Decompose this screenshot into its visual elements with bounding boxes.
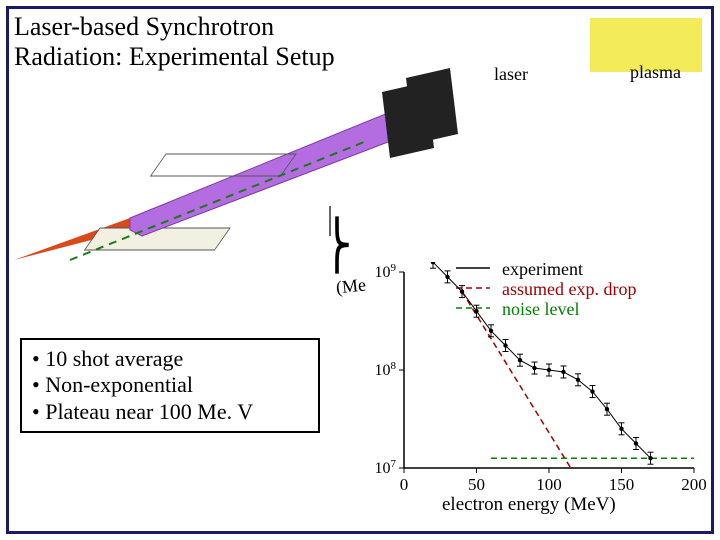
chart-legend: experiment assumed exp. drop noise level bbox=[502, 260, 636, 319]
svg-text:0: 0 bbox=[400, 475, 409, 494]
brace-icon: ⎬ bbox=[322, 217, 352, 273]
svg-text:150: 150 bbox=[609, 475, 635, 494]
electron-beam bbox=[130, 104, 430, 236]
note-line: • Non-exponential bbox=[32, 372, 308, 398]
laser-label: laser bbox=[494, 64, 528, 85]
note-line: • 10 shot average bbox=[32, 346, 308, 372]
svg-text:200: 200 bbox=[681, 475, 707, 494]
legend-noise: noise level bbox=[502, 300, 636, 320]
x-axis-label: electron energy (MeV) bbox=[442, 494, 616, 516]
legend-assumed: assumed exp. drop bbox=[502, 280, 636, 300]
lower-plate bbox=[85, 228, 230, 250]
note-line: • Plateau near 100 Me. V bbox=[32, 399, 308, 425]
svg-text:100: 100 bbox=[536, 475, 562, 494]
title-line1: Laser-based Synchrotron bbox=[14, 12, 274, 41]
plasma-label: plasma bbox=[630, 62, 681, 83]
svg-text:109: 109 bbox=[375, 262, 397, 281]
svg-text:107: 107 bbox=[375, 458, 397, 477]
svg-text:50: 50 bbox=[468, 475, 485, 494]
notes-box: • 10 shot average • Non-exponential • Pl… bbox=[20, 338, 320, 433]
detector-screen bbox=[382, 60, 458, 158]
chart: (Me 107108109050100150200 experiment ass… bbox=[360, 262, 710, 518]
legend-experiment: experiment bbox=[502, 260, 636, 280]
svg-text:108: 108 bbox=[375, 360, 397, 379]
